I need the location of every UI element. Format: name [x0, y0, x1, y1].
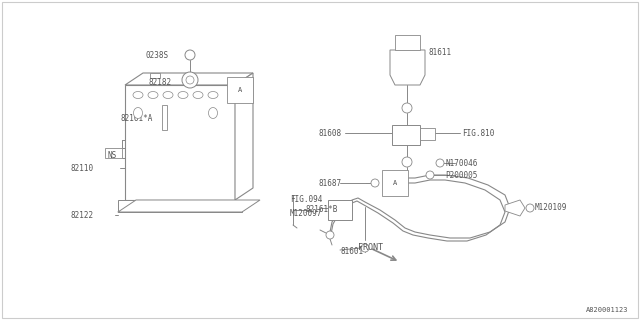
Circle shape	[182, 72, 198, 88]
Ellipse shape	[193, 92, 203, 99]
Ellipse shape	[178, 92, 188, 99]
Ellipse shape	[134, 108, 143, 118]
Text: A820001123: A820001123	[586, 307, 628, 313]
Text: FRONT: FRONT	[358, 244, 383, 252]
Text: 81608: 81608	[318, 129, 341, 138]
Polygon shape	[118, 200, 242, 212]
Circle shape	[186, 76, 194, 84]
Polygon shape	[125, 85, 235, 200]
Polygon shape	[395, 35, 420, 50]
Text: 81611: 81611	[428, 47, 451, 57]
Circle shape	[436, 159, 444, 167]
Polygon shape	[390, 50, 425, 85]
Text: 81601: 81601	[340, 247, 363, 257]
Text: 82110: 82110	[70, 164, 93, 172]
Polygon shape	[420, 128, 435, 140]
Polygon shape	[125, 73, 253, 85]
Polygon shape	[118, 200, 260, 212]
Text: N170046: N170046	[445, 158, 477, 167]
Text: A: A	[393, 180, 397, 186]
Text: NS: NS	[107, 150, 116, 159]
Ellipse shape	[148, 92, 158, 99]
Circle shape	[402, 157, 412, 167]
Ellipse shape	[209, 108, 218, 118]
Circle shape	[371, 179, 379, 187]
Ellipse shape	[163, 92, 173, 99]
Text: P200005: P200005	[445, 171, 477, 180]
Text: M120109: M120109	[535, 204, 568, 212]
Circle shape	[402, 103, 412, 113]
Ellipse shape	[133, 92, 143, 99]
Polygon shape	[392, 125, 420, 145]
Text: 82161*A: 82161*A	[120, 114, 152, 123]
Polygon shape	[505, 200, 525, 216]
Polygon shape	[150, 73, 160, 78]
Circle shape	[326, 231, 334, 239]
Text: M120097: M120097	[290, 210, 323, 219]
Text: FIG.094: FIG.094	[290, 196, 323, 204]
Polygon shape	[162, 105, 167, 130]
Circle shape	[361, 244, 369, 252]
Polygon shape	[105, 148, 122, 158]
Text: 82122: 82122	[70, 211, 93, 220]
Text: FIG.810: FIG.810	[462, 129, 494, 138]
Polygon shape	[235, 73, 253, 200]
Circle shape	[185, 50, 195, 60]
Polygon shape	[328, 200, 352, 220]
Circle shape	[426, 171, 434, 179]
Circle shape	[526, 204, 534, 212]
Text: A: A	[238, 87, 242, 93]
Text: 82161*B: 82161*B	[305, 205, 337, 214]
Text: 0238S: 0238S	[145, 51, 168, 60]
Text: 82182: 82182	[148, 77, 171, 86]
Text: 81687: 81687	[318, 179, 341, 188]
Ellipse shape	[208, 92, 218, 99]
